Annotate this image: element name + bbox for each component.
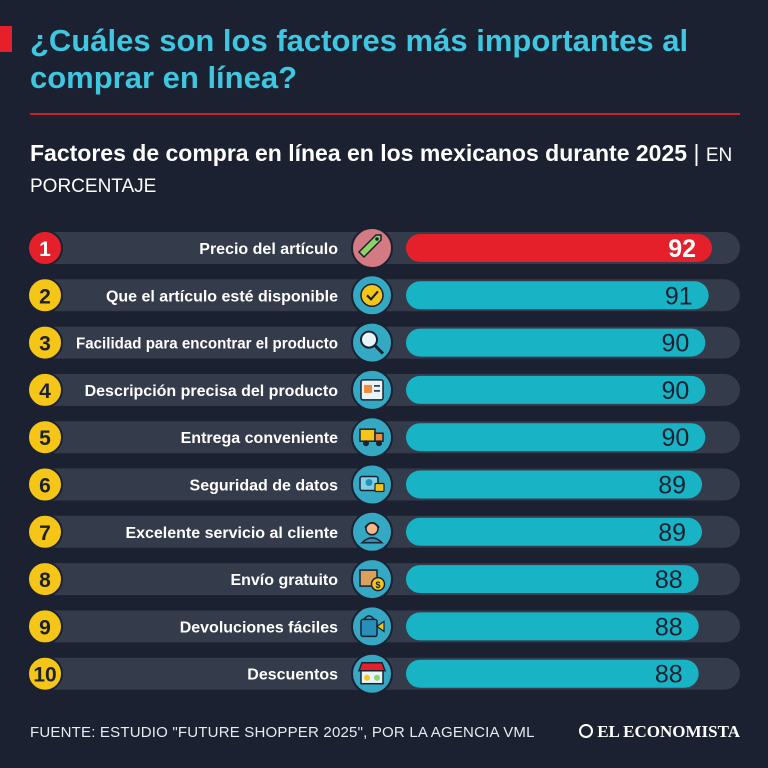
svg-text:$: $ (375, 580, 380, 590)
subtitle-unit: EN PORCENTAJE (30, 145, 733, 197)
category-label: Envío gratuito (230, 572, 338, 589)
bar-5 (406, 423, 706, 452)
rank-number: 6 (39, 475, 51, 498)
chart-row: 89 6 Seguridad de datos (27, 463, 740, 506)
chart-subtitle: Factores de compra en línea en los mexic… (30, 139, 750, 201)
bar-6 (406, 470, 703, 499)
rank-badge (27, 324, 63, 361)
bar-10 (406, 659, 699, 688)
page-title: ¿Cuáles son los factores más importantes… (30, 23, 689, 95)
chart-row: 888 Envío gratuito $ (27, 558, 740, 601)
rank-number: 4 (39, 380, 51, 403)
easy-returns-icon (351, 605, 393, 648)
rank-badge (27, 419, 63, 456)
rank-number: 3 (39, 333, 51, 356)
rank-badge (27, 608, 63, 645)
bar-2 (406, 281, 709, 310)
chart-row: 92 1 Precio del artículo (27, 227, 740, 269)
subtitle-separator: | (693, 140, 700, 166)
bar-value-label: 90 (662, 424, 690, 452)
chart-row: 90 4 Descripción precisa del producto (27, 368, 740, 411)
chart-row: 90 3 Facilidad para encontrar el producto (27, 321, 740, 364)
chart-row: 88 9 Devoluciones fáciles (27, 605, 740, 648)
rank-number: 10 (33, 664, 56, 687)
subtitle-main: Factores de compra en línea en los mexic… (30, 140, 688, 166)
rank-number: 8 (39, 569, 51, 592)
source-note: FUENTE: ESTUDIO "FUTURE SHOPPER 2025", P… (30, 724, 535, 741)
rank-number: 2 (39, 285, 51, 308)
delivery-truck-icon (351, 416, 393, 459)
bar-3 (406, 328, 706, 357)
bar-7 (406, 517, 703, 546)
bar-value-label: 90 (662, 377, 690, 405)
chart-row: 88 10 Descuentos (27, 652, 740, 695)
check-badge-icon (351, 274, 393, 317)
category-label: Entrega conveniente (181, 430, 338, 447)
rank-number: 5 (39, 427, 51, 450)
chart-row: 89 7 Excelente servicio al cliente (27, 510, 740, 553)
rank-badge (27, 513, 63, 550)
chart-row: 91 2 Que el artículo esté disponible (27, 274, 740, 317)
bar-1 (406, 234, 712, 262)
product-description-icon (351, 368, 393, 411)
bar-value-label: 88 (655, 613, 683, 641)
rank-badge (27, 561, 63, 598)
rank-number: 7 (39, 522, 51, 545)
brand-mark-icon (579, 724, 594, 738)
bar-8 (406, 565, 699, 594)
chart-row: 90 5 Entrega conveniente (27, 416, 740, 459)
rank-number: 9 (39, 616, 51, 639)
bar-value-label: 88 (655, 566, 683, 594)
category-label: Facilidad para encontrar el producto (76, 336, 338, 353)
customer-service-icon (351, 510, 393, 553)
bar-value-label: 91 (665, 282, 693, 310)
brand-logo: EL ECONOMISTA (579, 722, 740, 742)
bar-value-label: 89 (658, 519, 686, 547)
bar-9 (406, 612, 699, 641)
brand-name: EL ECONOMISTA (597, 722, 740, 741)
search-product-icon (351, 321, 393, 364)
category-label: Precio del artículo (199, 241, 338, 258)
category-label: Devoluciones fáciles (180, 619, 338, 636)
discount-store-icon (351, 652, 393, 695)
category-label: Seguridad de datos (190, 478, 339, 495)
bar-value-label: 90 (662, 330, 690, 358)
title-accent-bar (0, 26, 12, 52)
category-label: Excelente servicio al cliente (125, 525, 338, 542)
category-label: Descuentos (247, 667, 338, 684)
free-shipping-icon: $ (351, 558, 393, 601)
bar-value-label: 92 (668, 235, 696, 263)
category-label: Descripción precisa del producto (85, 383, 339, 400)
bar-value-label: 89 (658, 472, 686, 500)
rank-badge (27, 655, 63, 692)
price-tag-icon (351, 227, 393, 269)
rank-number: 1 (39, 238, 51, 261)
rank-badge (27, 277, 63, 314)
data-security-icon (351, 463, 393, 506)
title-divider (30, 113, 740, 115)
rank-badge (27, 230, 63, 266)
bar-value-label: 88 (655, 661, 683, 689)
bar-4 (406, 375, 706, 404)
rank-badge (27, 466, 63, 503)
category-label: Que el artículo esté disponible (106, 288, 338, 305)
rank-badge (27, 371, 63, 408)
